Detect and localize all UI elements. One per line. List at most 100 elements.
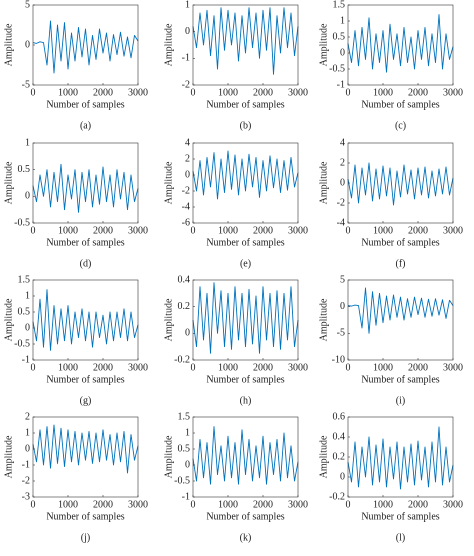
x-tick-label: 3000 [443, 499, 463, 510]
x-tick-label: 1000 [218, 499, 238, 510]
signal-line [347, 162, 454, 206]
x-axis-label: Number of samples [46, 237, 124, 248]
y-tick-label: 0.5 [18, 306, 31, 317]
x-tick-label: 1000 [58, 362, 78, 373]
x-axis-label: Number of samples [361, 99, 439, 110]
panel-caption: (j) [81, 532, 90, 543]
y-tick-label: 1 [340, 15, 345, 26]
y-tick-label: 4 [185, 137, 190, 148]
x-axis-label: Number of samples [361, 237, 439, 248]
signal-line [347, 426, 454, 490]
y-axis-label: Amplitude [318, 161, 329, 204]
y-tick-label: 0.4 [178, 274, 191, 285]
y-tick-label: 0.5 [178, 443, 191, 454]
y-axis-label: Amplitude [163, 23, 174, 66]
y-tick-label: -3 [22, 491, 30, 502]
x-tick-label: 3000 [128, 87, 148, 98]
x-tick-label: 3000 [128, 362, 148, 373]
y-tick-label: 5 [340, 274, 345, 285]
y-tick-label: 0 [340, 177, 345, 188]
signal-line [32, 424, 139, 474]
y-tick-label: -1 [337, 79, 345, 90]
panel-caption: (e) [240, 258, 251, 269]
y-tick-label: 0.6 [333, 411, 346, 422]
x-tick-label: 0 [191, 499, 196, 510]
y-axis-label: Amplitude [3, 23, 14, 66]
y-tick-label: 1.5 [18, 274, 31, 285]
y-tick-label: 1.5 [178, 411, 191, 422]
x-tick-label: 3000 [288, 87, 308, 98]
panel-caption: (d) [80, 258, 92, 269]
x-tick-label: 3000 [128, 499, 148, 510]
y-tick-label: -1 [22, 354, 30, 365]
y-tick-label: -0.5 [14, 338, 30, 349]
x-tick-label: 0 [31, 362, 36, 373]
y-axis-label: Amplitude [3, 435, 14, 478]
y-tick-label: -5 [337, 328, 345, 339]
plot-frame [347, 4, 454, 86]
signal-line [192, 426, 299, 485]
y-axis-label: Amplitude [3, 161, 14, 204]
y-tick-label: -2 [337, 197, 345, 208]
signal-line [347, 14, 454, 73]
y-tick-label: 0.2 [333, 451, 346, 462]
y-tick-label: 1.5 [333, 0, 346, 10]
y-tick-label: 0.5 [333, 31, 346, 42]
plot-frame [192, 142, 299, 224]
x-tick-label: 1000 [58, 87, 78, 98]
y-tick-label: -5 [22, 79, 30, 90]
y-tick-label: -1 [182, 53, 190, 64]
y-tick-label: -4 [182, 201, 190, 212]
y-tick-label: 0.2 [178, 301, 191, 312]
x-tick-label: 1000 [218, 225, 238, 236]
x-axis-label: Number of samples [46, 374, 124, 385]
signal-line [32, 289, 139, 351]
y-tick-label: 0.4 [333, 431, 346, 442]
y-tick-label: 5 [25, 0, 30, 10]
panel-caption: (h) [240, 395, 252, 406]
panel-caption: (k) [240, 532, 252, 543]
plot-frame [32, 279, 139, 361]
y-tick-label: 1 [185, 427, 190, 438]
y-axis-label: Amplitude [163, 161, 174, 204]
x-tick-label: 0 [31, 225, 36, 236]
x-tick-label: 1000 [218, 362, 238, 373]
x-tick-label: 3000 [443, 87, 463, 98]
y-tick-label: 0 [185, 459, 190, 470]
x-axis-label: Number of samples [361, 511, 439, 522]
x-tick-label: 2000 [93, 225, 113, 236]
y-tick-label: 0 [25, 191, 30, 202]
y-tick-label: 1 [25, 427, 30, 438]
x-tick-label: 0 [346, 225, 351, 236]
x-axis-label: Number of samples [206, 99, 284, 110]
y-tick-label: 0 [185, 328, 190, 339]
y-tick-label: -0.5 [329, 63, 345, 74]
panel-caption: (g) [80, 395, 92, 406]
y-tick-label: 0 [340, 471, 345, 482]
signal-line [192, 7, 299, 75]
x-tick-label: 2000 [408, 362, 428, 373]
x-tick-label: 2000 [93, 362, 113, 373]
y-tick-label: 0 [25, 322, 30, 333]
x-tick-label: 3000 [443, 362, 463, 373]
x-tick-label: 1000 [373, 87, 393, 98]
plot-frame [192, 416, 299, 498]
x-tick-label: 1000 [373, 499, 393, 510]
panel-caption: (l) [396, 532, 405, 543]
y-tick-label: -2 [182, 79, 190, 90]
x-tick-label: 1000 [58, 225, 78, 236]
y-tick-label: -2 [22, 475, 30, 486]
x-tick-label: 0 [191, 87, 196, 98]
y-tick-label: -6 [182, 217, 190, 228]
y-axis-label: Amplitude [163, 435, 174, 478]
x-tick-label: 0 [31, 499, 36, 510]
y-tick-label: -0.2 [174, 354, 190, 365]
x-tick-label: 2000 [408, 499, 428, 510]
y-tick-label: -2 [182, 185, 190, 196]
x-tick-label: 2000 [408, 87, 428, 98]
signal-line [192, 150, 299, 200]
x-tick-label: 0 [346, 362, 351, 373]
x-tick-label: 3000 [443, 225, 463, 236]
x-axis-label: Number of samples [46, 99, 124, 110]
